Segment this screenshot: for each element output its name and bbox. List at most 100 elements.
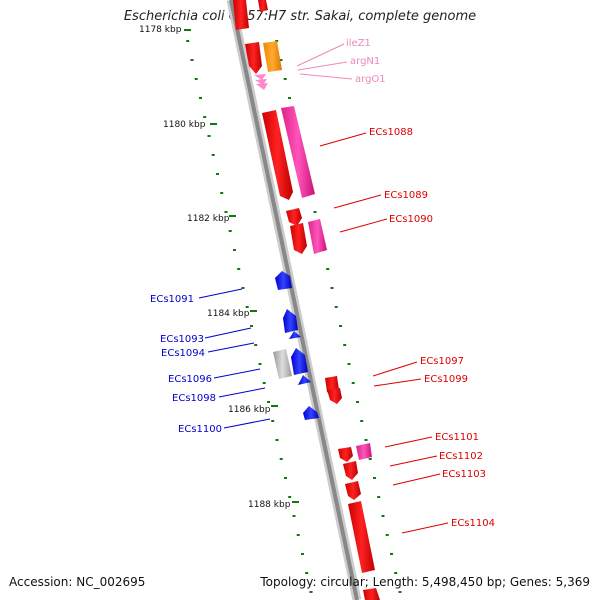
cds-feature — [281, 106, 315, 198]
trna-feature — [263, 41, 282, 72]
ruler-dot — [385, 534, 389, 536]
ruler-label: 1182 kbp — [187, 214, 230, 224]
ruler-dot — [220, 192, 224, 194]
ruler-dot — [288, 97, 291, 99]
ruler-dot — [377, 496, 381, 498]
ruler-dot — [360, 420, 364, 422]
gene-label-argN1[interactable]: argN1 — [350, 56, 380, 67]
gene-label-ECs1099[interactable]: ECs1099 — [424, 374, 468, 385]
ruler-dot — [241, 287, 245, 289]
gene-label-ECs1103[interactable]: ECs1103 — [442, 469, 486, 480]
ruler-dot — [368, 458, 372, 460]
cds-feature — [283, 309, 298, 333]
trna-feature — [256, 83, 268, 90]
ruler-dot — [228, 230, 232, 232]
cds-feature — [291, 348, 308, 375]
ruler-dot — [309, 591, 313, 593]
gene-label-ECs1089[interactable]: ECs1089 — [384, 190, 428, 201]
gene-features — [233, 0, 380, 600]
ruler-dot — [211, 154, 215, 156]
ruler-dot — [301, 553, 304, 555]
gene-label-ECs1100[interactable]: ECs1100 — [178, 424, 222, 435]
ruler-dot — [258, 363, 262, 365]
ruler-dot — [288, 496, 292, 498]
ruler-dot — [326, 268, 330, 270]
map-title: Escherichia coli O157:H7 str. Sakai, com… — [123, 9, 477, 24]
ruler-dot — [250, 325, 253, 327]
gene-label-argO1[interactable]: argO1 — [355, 74, 386, 85]
ruler-dot — [284, 477, 287, 479]
gene-label-ECs1094[interactable]: ECs1094 — [161, 348, 205, 359]
ruler-dot — [343, 344, 347, 346]
cds-feature — [289, 331, 301, 339]
gene-label-ECs1097[interactable]: ECs1097 — [420, 356, 464, 367]
gene-label-ECs1096[interactable]: ECs1096 — [168, 374, 212, 385]
cds-feature — [286, 208, 302, 226]
ruler-dot — [267, 401, 270, 403]
gene-label-ECs1093[interactable]: ECs1093 — [160, 334, 204, 345]
gene-label-ECs1098[interactable]: ECs1098 — [172, 393, 216, 404]
ruler-label: 1186 kbp — [228, 405, 271, 415]
genome-backbone — [226, 0, 362, 600]
cds-feature — [356, 443, 372, 460]
ruler-dot — [381, 515, 385, 517]
cds-feature — [258, 0, 268, 12]
label-connectors — [198, 43, 449, 534]
ruler-dot — [296, 534, 300, 536]
cds-feature — [338, 447, 353, 462]
ruler-dot — [313, 211, 317, 213]
ruler-dot — [305, 572, 309, 574]
ruler-dot — [224, 211, 228, 213]
accession-text: Accession: NC_002695 — [9, 575, 146, 589]
gene-label-ECs1088[interactable]: ECs1088 — [369, 127, 413, 138]
ruler-ticks — [184, 29, 299, 503]
ruler-dot — [203, 116, 207, 118]
trna-feature — [254, 74, 266, 80]
gene-label-ECs1102[interactable]: ECs1102 — [439, 451, 483, 462]
ruler-label: 1188 kbp — [248, 500, 291, 510]
cds-feature — [345, 481, 361, 500]
ruler-dot — [275, 439, 279, 441]
ruler-dot — [279, 458, 283, 460]
gene-label-ileZ1[interactable]: ileZ1 — [346, 38, 371, 49]
ruler-dot — [271, 420, 275, 422]
ruler-dot — [254, 344, 258, 346]
pseudo-feature — [273, 349, 292, 379]
genome-stats-text: Topology: circular; Length: 5,498,450 bp… — [260, 575, 590, 589]
ruler-dot — [330, 287, 334, 289]
ruler-label: 1178 kbp — [139, 25, 182, 35]
ruler-dot — [339, 325, 342, 327]
ruler-dot — [199, 97, 202, 99]
cds-feature — [233, 0, 249, 30]
ruler-dot — [356, 401, 359, 403]
ruler-dot — [279, 59, 283, 61]
ruler-dot — [351, 382, 355, 384]
gene-labels: ileZ1 argN1 argO1 ECs1088 ECs1089 ECs109… — [150, 38, 495, 529]
cds-feature — [348, 501, 375, 573]
ruler-dots — [186, 40, 402, 593]
cds-feature — [290, 223, 307, 254]
cds-feature — [363, 588, 380, 600]
cds-feature — [327, 388, 342, 404]
ruler-dot — [190, 59, 194, 61]
ruler-dot — [245, 306, 249, 308]
ruler-dot — [207, 135, 211, 137]
gene-label-ECs1090[interactable]: ECs1090 — [389, 214, 433, 225]
cds-feature — [275, 271, 292, 290]
ruler-label: 1184 kbp — [207, 309, 250, 319]
ruler-dot — [373, 477, 376, 479]
ruler-dot — [237, 268, 241, 270]
gene-label-ECs1091[interactable]: ECs1091 — [150, 294, 194, 305]
ruler-dot — [262, 382, 266, 384]
gene-label-ECs1104[interactable]: ECs1104 — [451, 518, 495, 529]
ruler-dot — [364, 439, 368, 441]
ruler-dot — [390, 553, 393, 555]
ruler-labels: 1178 kbp 1180 kbp 1182 kbp 1184 kbp 1186… — [139, 25, 291, 510]
ruler-dot — [233, 249, 236, 251]
gene-label-ECs1101[interactable]: ECs1101 — [435, 432, 479, 443]
cds-feature — [303, 406, 319, 420]
ruler-label: 1180 kbp — [163, 120, 206, 130]
cds-feature — [308, 219, 327, 254]
cds-feature — [298, 375, 311, 385]
